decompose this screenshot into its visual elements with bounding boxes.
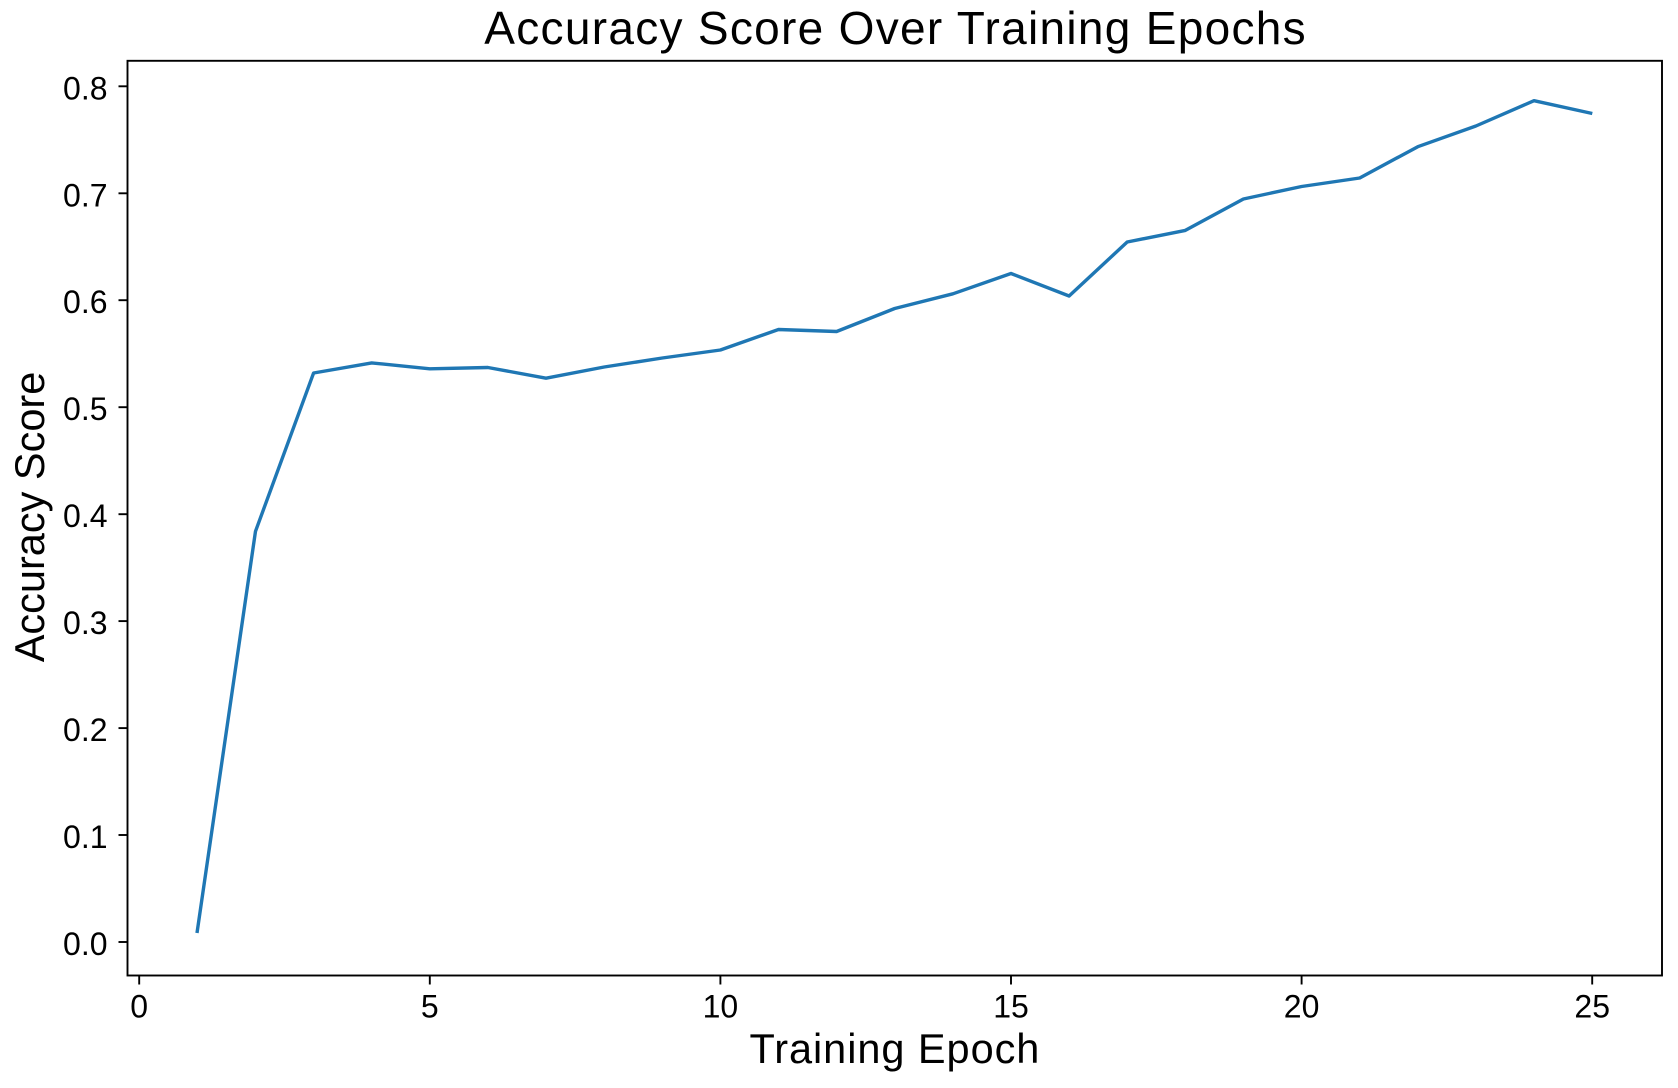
svg-text:20: 20 [1284, 989, 1320, 1025]
svg-text:0.8: 0.8 [63, 70, 107, 106]
svg-text:25: 25 [1574, 989, 1610, 1025]
svg-text:0.0: 0.0 [63, 926, 107, 962]
svg-text:0.2: 0.2 [63, 712, 107, 748]
svg-text:0.4: 0.4 [63, 498, 107, 534]
svg-text:Accuracy Score: Accuracy Score [6, 372, 53, 663]
svg-text:0.6: 0.6 [63, 284, 107, 320]
svg-text:5: 5 [421, 989, 439, 1025]
svg-text:Accuracy Score Over Training E: Accuracy Score Over Training Epochs [484, 2, 1307, 54]
svg-text:0.7: 0.7 [63, 177, 107, 213]
svg-text:0: 0 [130, 989, 148, 1025]
svg-text:10: 10 [703, 989, 739, 1025]
svg-text:0.5: 0.5 [63, 391, 107, 427]
svg-text:0.3: 0.3 [63, 605, 107, 641]
svg-text:0.1: 0.1 [63, 819, 107, 855]
svg-text:15: 15 [993, 989, 1029, 1025]
svg-text:Training Epoch: Training Epoch [749, 1025, 1040, 1072]
